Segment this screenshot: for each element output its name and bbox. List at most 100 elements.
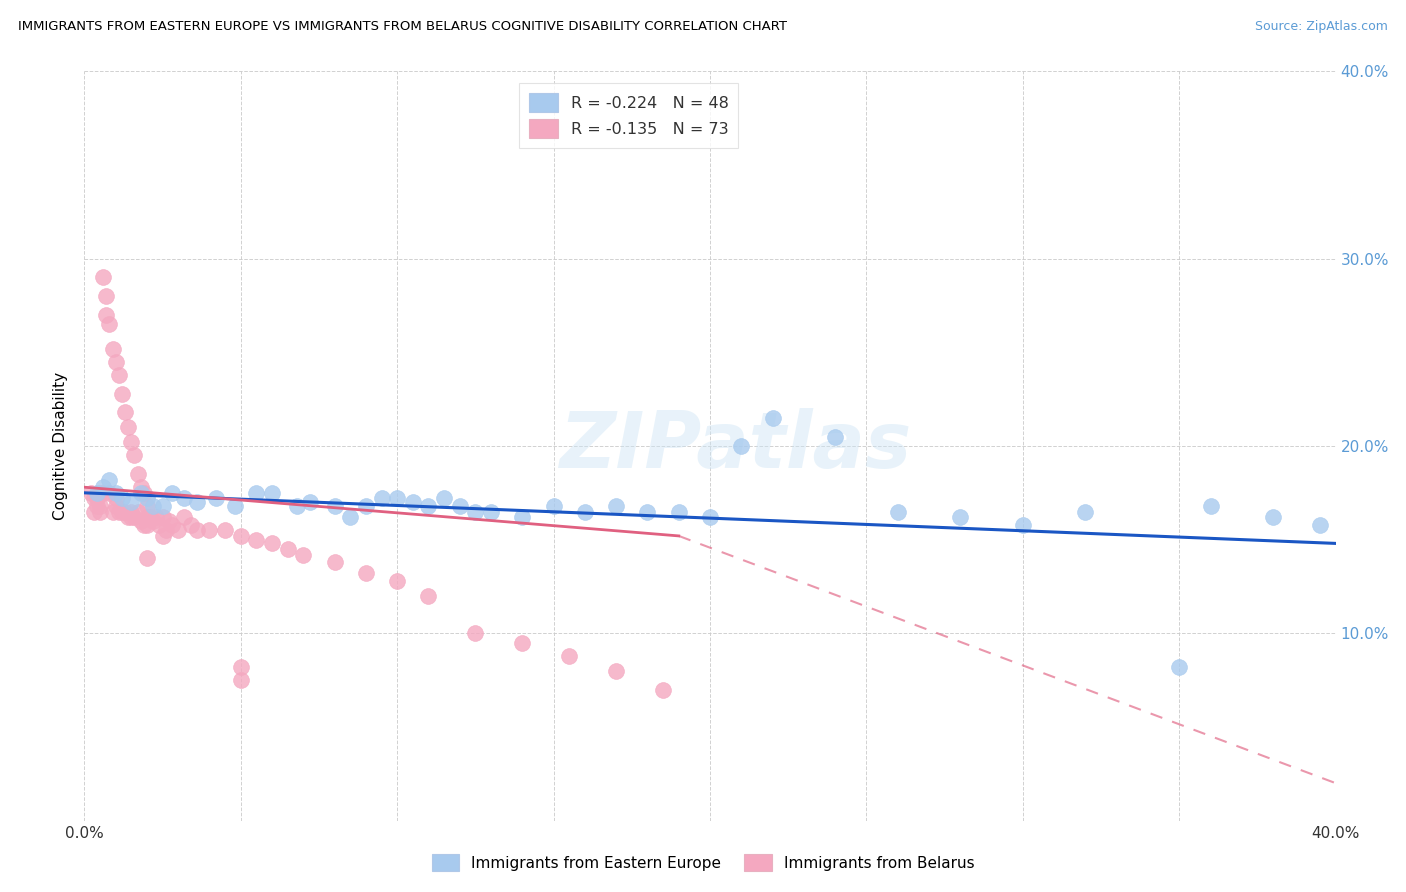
Point [167, 524, 190, 538]
Y-axis label: Cognitive Disability: Cognitive Disability [53, 372, 69, 520]
Point [107, 368, 129, 382]
Point [339, 510, 361, 524]
Point [245, 486, 267, 500]
Point [104, 486, 127, 500]
Point [114, 505, 136, 519]
Point [198, 524, 221, 538]
Point [160, 486, 183, 500]
Point [120, 510, 142, 524]
Legend: Immigrants from Eastern Europe, Immigrants from Belarus: Immigrants from Eastern Europe, Immigran… [426, 848, 980, 877]
Point [160, 517, 183, 532]
Point [433, 491, 456, 506]
Point [298, 495, 321, 509]
Point [512, 510, 534, 524]
Point [83, 505, 105, 519]
Point [370, 491, 392, 506]
Point [292, 548, 315, 562]
Point [323, 555, 346, 569]
Point [152, 510, 174, 524]
Point [180, 517, 202, 532]
Point [464, 626, 486, 640]
Point [512, 635, 534, 649]
Point [120, 435, 142, 450]
Point [402, 495, 425, 509]
Point [139, 510, 162, 524]
Point [245, 533, 267, 547]
Text: Source: ZipAtlas.com: Source: ZipAtlas.com [1254, 20, 1388, 33]
Point [214, 524, 236, 538]
Point [117, 510, 139, 524]
Point [418, 499, 440, 513]
Point [574, 505, 596, 519]
Point [107, 505, 129, 519]
Point [152, 499, 174, 513]
Point [204, 491, 226, 506]
Point [887, 505, 910, 519]
Point [762, 411, 785, 425]
Point [129, 480, 152, 494]
Point [229, 660, 252, 674]
Point [129, 514, 152, 528]
Point [229, 529, 252, 543]
Point [824, 430, 846, 444]
Point [558, 648, 581, 663]
Point [127, 505, 149, 519]
Point [98, 473, 121, 487]
Point [186, 495, 208, 509]
Point [418, 589, 440, 603]
Point [101, 505, 124, 519]
Point [86, 499, 108, 513]
Point [173, 491, 195, 506]
Point [145, 510, 167, 524]
Point [96, 289, 118, 303]
Point [224, 499, 246, 513]
Point [91, 486, 114, 500]
Point [157, 514, 180, 528]
Point [91, 480, 114, 494]
Point [111, 491, 134, 506]
Point [117, 420, 139, 434]
Point [120, 495, 142, 509]
Point [86, 491, 108, 506]
Point [104, 355, 127, 369]
Point [132, 486, 155, 500]
Point [98, 486, 121, 500]
Point [699, 510, 721, 524]
Point [129, 486, 152, 500]
Point [155, 524, 177, 538]
Point [111, 505, 134, 519]
Point [120, 505, 142, 519]
Point [124, 510, 146, 524]
Point [83, 491, 105, 506]
Point [89, 499, 111, 513]
Point [101, 342, 124, 356]
Point [89, 486, 111, 500]
Point [449, 499, 471, 513]
Point [385, 491, 409, 506]
Point [1168, 660, 1191, 674]
Point [127, 467, 149, 482]
Point [262, 486, 284, 500]
Point [91, 270, 114, 285]
Point [464, 505, 486, 519]
Point [104, 499, 127, 513]
Point [479, 505, 502, 519]
Point [285, 499, 308, 513]
Point [354, 499, 377, 513]
Point [543, 499, 565, 513]
Point [104, 491, 127, 506]
Point [385, 574, 409, 588]
Point [229, 673, 252, 688]
Point [136, 510, 159, 524]
Point [323, 499, 346, 513]
Text: IMMIGRANTS FROM EASTERN EUROPE VS IMMIGRANTS FROM BELARUS COGNITIVE DISABILITY C: IMMIGRANTS FROM EASTERN EUROPE VS IMMIGR… [18, 20, 787, 33]
Legend: R = -0.224   N = 48, R = -0.135   N = 73: R = -0.224 N = 48, R = -0.135 N = 73 [519, 83, 738, 147]
Point [136, 491, 159, 506]
Point [277, 542, 299, 557]
Point [86, 486, 108, 500]
Point [949, 510, 972, 524]
Point [1263, 510, 1285, 524]
Point [132, 517, 155, 532]
Point [1309, 517, 1331, 532]
Point [1074, 505, 1097, 519]
